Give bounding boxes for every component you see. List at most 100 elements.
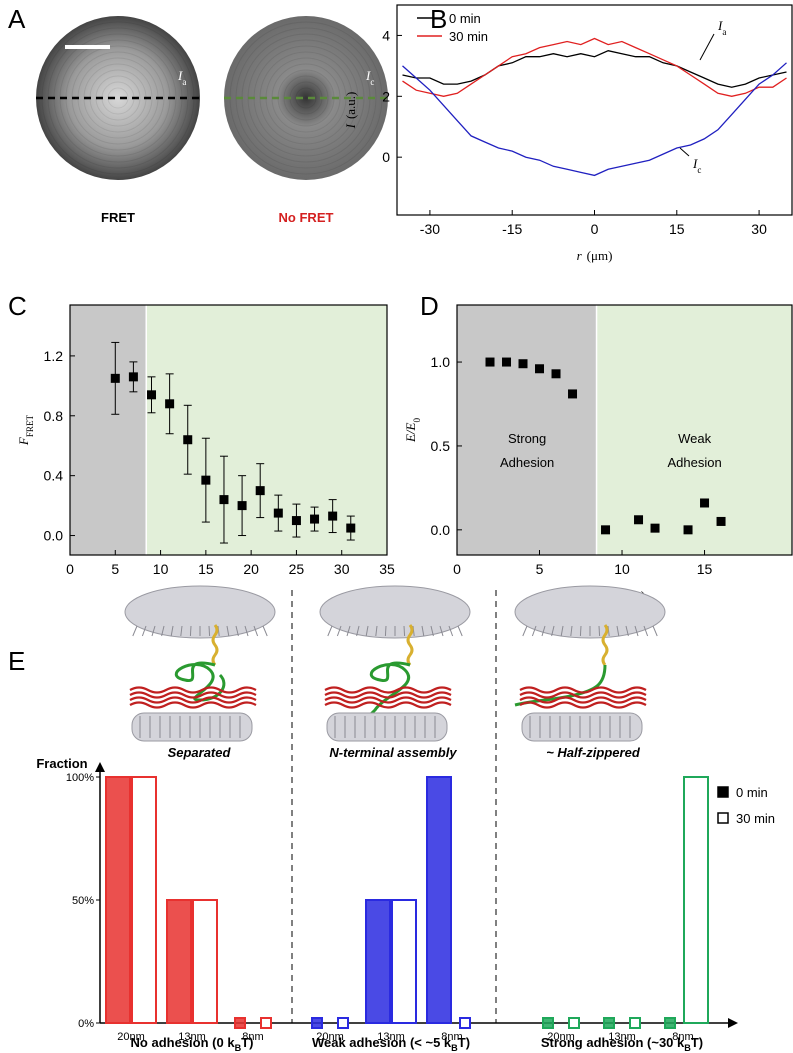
y-tick-label: 0.8: [44, 408, 64, 424]
image-annotation-part: I: [177, 68, 183, 83]
data-point: [634, 515, 644, 525]
lipid: [625, 625, 629, 637]
syntaxin-helix: [406, 624, 414, 666]
snare-helix: [324, 696, 452, 704]
data-point: [147, 390, 157, 400]
lipid: [607, 625, 610, 637]
y-tick-label: 1.0: [431, 354, 451, 370]
lipid: [208, 625, 211, 637]
image-annotation-part: a: [182, 77, 186, 87]
bar: [391, 899, 417, 1024]
y-tick-label: 50%: [72, 895, 94, 907]
x-axis-label-part: r: [577, 248, 583, 263]
lipid: [244, 625, 249, 637]
group-title: ~ Half-zippered: [546, 745, 641, 760]
group-label-part: B: [235, 1043, 242, 1053]
data-line: [402, 62, 787, 177]
illustration: [124, 585, 276, 742]
x-tick-label: 30: [751, 221, 767, 237]
y-axis-label-part: 0: [412, 418, 422, 423]
lipid: [346, 625, 351, 637]
lipid: [384, 625, 387, 637]
legend-swatch: [717, 786, 729, 798]
lipid: [430, 625, 434, 637]
lipid: [551, 625, 555, 637]
data-point: [255, 486, 265, 496]
lipid: [598, 625, 601, 637]
y-tick-label: 0.0: [44, 528, 64, 544]
plot-frame: [69, 304, 388, 556]
micrograph: [224, 16, 388, 180]
x-tick-label: 13nm: [608, 1031, 636, 1043]
image-annotation: Ia: [177, 68, 186, 87]
group-label-part: Weak adhesion (< ~5 k: [312, 1035, 452, 1050]
shaded-region: [457, 305, 598, 555]
bar: [192, 899, 218, 1024]
panel-label: B: [430, 4, 447, 34]
x-tick-label: 5: [111, 561, 119, 577]
snare-helix: [519, 696, 647, 704]
region-label: Strong: [508, 431, 546, 446]
data-point: [346, 523, 356, 533]
legend-label: 30 min: [736, 811, 775, 826]
x-tick-label: 10: [614, 561, 630, 577]
target-membrane: [521, 712, 643, 742]
curve-annotation-part: c: [697, 165, 701, 175]
image-label: No FRET: [279, 210, 334, 225]
data-point: [219, 495, 229, 505]
lipid: [141, 625, 147, 637]
vesicle-membrane: [319, 585, 471, 639]
data-point: [485, 357, 495, 367]
data-point: [183, 435, 193, 445]
data-line: [402, 50, 787, 88]
x-tick-label: -15: [502, 221, 522, 237]
plot-frame: [396, 4, 793, 216]
lipid: [560, 625, 564, 637]
bar-marker: [260, 1017, 272, 1029]
curve-annotation: Ic: [692, 156, 701, 175]
lipid: [262, 625, 268, 637]
data-point: [201, 475, 211, 485]
snare-helix: [324, 686, 452, 694]
vesicle-membrane: [514, 585, 666, 639]
lipid: [403, 625, 406, 637]
x-tick-label: 20: [243, 561, 259, 577]
group-label: Weak adhesion (< ~5 kBT): [312, 1035, 470, 1053]
bar-marker: [603, 1017, 615, 1029]
target-membrane: [326, 712, 448, 742]
group-label: No adhesion (0 kBT): [131, 1035, 254, 1053]
lipid: [421, 625, 425, 637]
x-tick-label: 0: [453, 561, 461, 577]
lipid: [531, 625, 537, 637]
lipid: [170, 625, 174, 637]
snare-coil: [175, 661, 226, 702]
annotation-leader: [679, 147, 690, 157]
annotation-leader: [699, 33, 715, 61]
image-label: FRET: [101, 210, 135, 225]
y-tick-label: 0.5: [431, 438, 451, 454]
x-tick-label: 0: [66, 561, 74, 577]
data-point: [650, 523, 660, 533]
bar: [426, 776, 452, 1024]
lipid: [643, 625, 649, 637]
y-tick-label: 4: [382, 27, 390, 43]
x-tick-label: 8nm: [242, 1031, 263, 1043]
lipid: [375, 625, 378, 637]
y-axis-label: E/E0: [403, 418, 422, 444]
illustration: [319, 585, 471, 742]
bar-marker: [459, 1017, 471, 1029]
bar-marker: [311, 1017, 323, 1029]
y-axis-label: I (a.u.): [343, 92, 358, 130]
bar-marker: [664, 1017, 676, 1029]
x-tick-label: -30: [420, 221, 440, 237]
micrograph: [36, 16, 200, 180]
x-tick-label: 13nm: [377, 1031, 405, 1043]
x-tick-label: 20nm: [316, 1031, 344, 1043]
lipid: [356, 625, 360, 637]
data-point: [700, 498, 710, 508]
x-tick-label: 10: [153, 561, 169, 577]
lipid: [616, 625, 620, 637]
bar-marker: [542, 1017, 554, 1029]
group-label-part: T): [458, 1035, 470, 1050]
lipid: [327, 625, 333, 637]
